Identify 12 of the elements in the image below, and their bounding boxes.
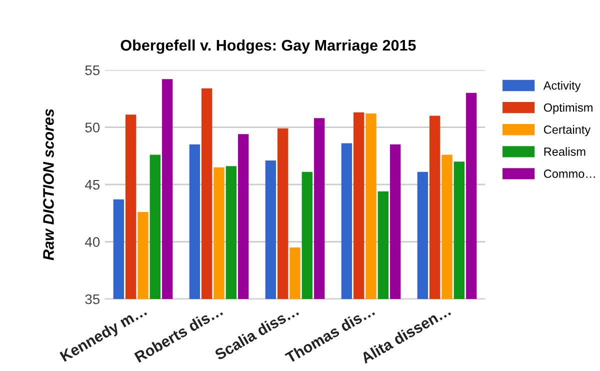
legend-label: Activity — [543, 81, 581, 92]
y-tick-label: 50 — [85, 122, 100, 132]
y-axis-title: Raw DICTION scores — [43, 109, 54, 260]
legend-label: Commo… — [544, 170, 595, 178]
legend-label: Optimism — [544, 103, 592, 114]
legend-label: Certainty — [544, 125, 591, 136]
y-tick-label: 40 — [85, 237, 100, 247]
chart-title: Obergefell v. Hodges: Gay Marriage 2015 — [120, 39, 416, 54]
legend-label: Realism — [544, 147, 586, 156]
y-tick-label: 45 — [85, 180, 100, 190]
y-tick-label: 55 — [85, 65, 100, 76]
y-tick-label: 35 — [85, 294, 100, 304]
